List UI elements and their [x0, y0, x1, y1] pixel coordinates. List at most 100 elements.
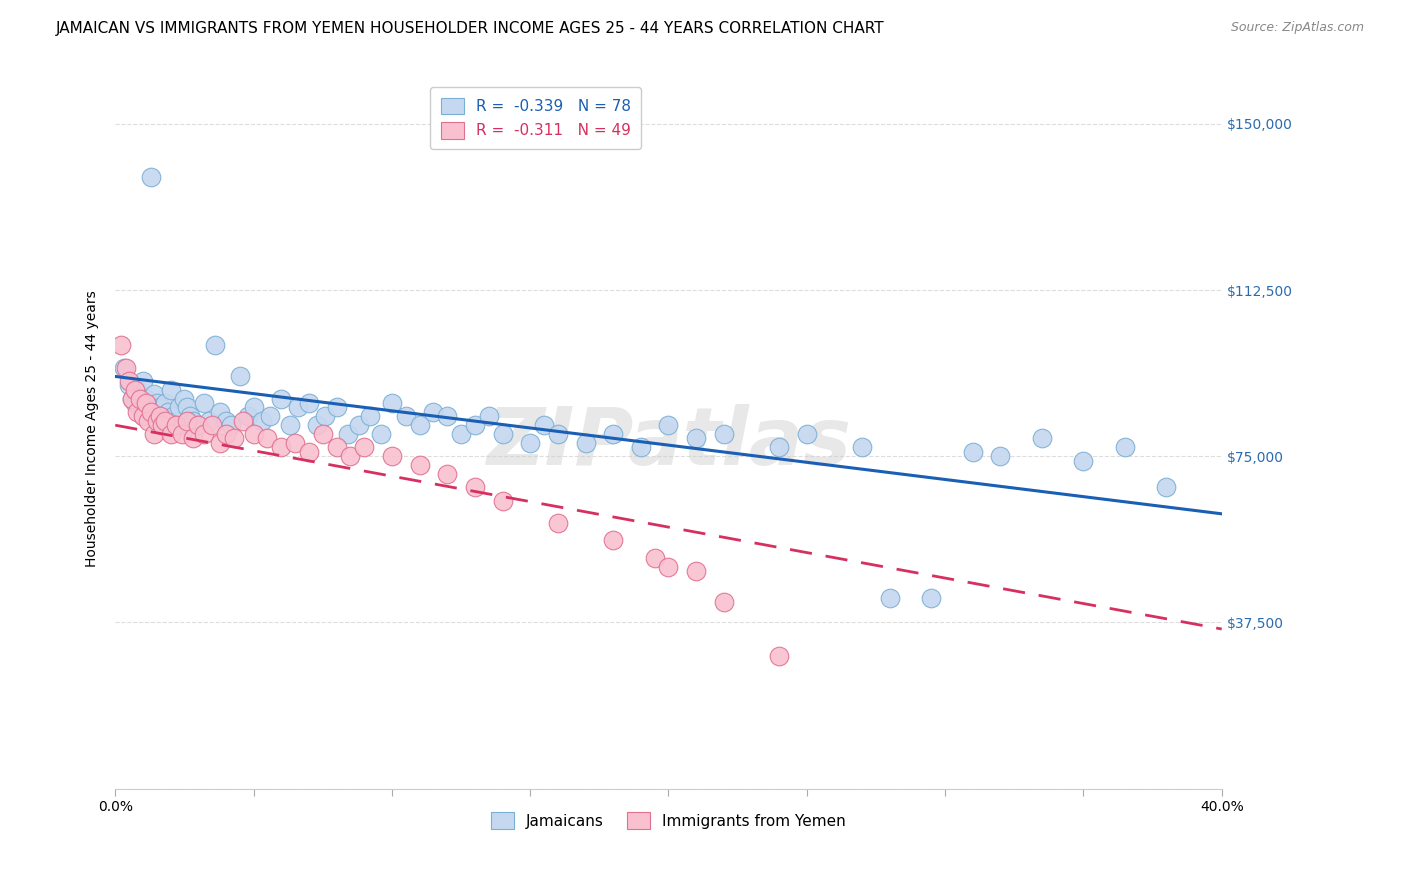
- Point: [224, 432, 246, 446]
- Point: [187, 418, 209, 433]
- Point: [181, 432, 204, 446]
- Point: [307, 418, 329, 433]
- Point: [270, 392, 292, 406]
- Point: [215, 414, 238, 428]
- Point: [221, 418, 243, 433]
- Point: [270, 441, 292, 455]
- Point: [381, 449, 404, 463]
- Text: Source: ZipAtlas.com: Source: ZipAtlas.com: [1230, 21, 1364, 35]
- Point: [359, 409, 381, 424]
- Point: [141, 405, 163, 419]
- Point: [298, 444, 321, 458]
- Point: [287, 401, 309, 415]
- Point: [187, 418, 209, 433]
- Point: [644, 551, 666, 566]
- Point: [118, 374, 141, 388]
- Point: [259, 409, 281, 424]
- Point: [353, 441, 375, 455]
- Point: [148, 401, 170, 415]
- Point: [491, 427, 513, 442]
- Point: [713, 595, 735, 609]
- Point: [298, 396, 321, 410]
- Point: [242, 401, 264, 415]
- Point: [153, 414, 176, 428]
- Point: [124, 396, 146, 410]
- Text: JAMAICAN VS IMMIGRANTS FROM YEMEN HOUSEHOLDER INCOME AGES 25 - 44 YEARS CORRELAT: JAMAICAN VS IMMIGRANTS FROM YEMEN HOUSEH…: [56, 21, 884, 37]
- Point: [1031, 432, 1053, 446]
- Point: [713, 427, 735, 442]
- Point: [657, 418, 679, 433]
- Point: [962, 444, 984, 458]
- Point: [1114, 441, 1136, 455]
- Point: [685, 565, 707, 579]
- Point: [159, 427, 181, 442]
- Point: [436, 409, 458, 424]
- Point: [408, 458, 430, 472]
- Point: [395, 409, 418, 424]
- Point: [124, 383, 146, 397]
- Point: [347, 418, 370, 433]
- Point: [115, 360, 138, 375]
- Point: [135, 392, 157, 406]
- Point: [315, 409, 337, 424]
- Point: [851, 441, 873, 455]
- Point: [145, 396, 167, 410]
- Point: [110, 338, 132, 352]
- Point: [198, 414, 221, 428]
- Point: [121, 392, 143, 406]
- Point: [533, 418, 555, 433]
- Point: [250, 414, 273, 428]
- Point: [491, 493, 513, 508]
- Point: [118, 378, 141, 392]
- Point: [138, 414, 160, 428]
- Point: [162, 409, 184, 424]
- Point: [408, 418, 430, 433]
- Point: [436, 467, 458, 481]
- Point: [547, 516, 569, 530]
- Point: [209, 436, 232, 450]
- Point: [135, 396, 157, 410]
- Point: [170, 427, 193, 442]
- Point: [381, 396, 404, 410]
- Point: [325, 441, 347, 455]
- Point: [574, 436, 596, 450]
- Point: [464, 480, 486, 494]
- Point: [657, 560, 679, 574]
- Point: [602, 427, 624, 442]
- Point: [165, 418, 187, 433]
- Point: [150, 418, 173, 433]
- Point: [193, 427, 215, 442]
- Point: [141, 170, 163, 185]
- Point: [112, 360, 135, 375]
- Point: [242, 427, 264, 442]
- Point: [370, 427, 392, 442]
- Point: [1156, 480, 1178, 494]
- Point: [1073, 453, 1095, 467]
- Point: [148, 409, 170, 424]
- Point: [121, 392, 143, 406]
- Point: [229, 369, 252, 384]
- Point: [176, 401, 198, 415]
- Point: [193, 396, 215, 410]
- Point: [630, 441, 652, 455]
- Point: [179, 409, 201, 424]
- Point: [284, 436, 307, 450]
- Point: [325, 401, 347, 415]
- Point: [181, 414, 204, 428]
- Point: [127, 405, 149, 419]
- Point: [129, 401, 152, 415]
- Point: [156, 405, 179, 419]
- Text: ZIPatlas: ZIPatlas: [486, 404, 851, 482]
- Point: [132, 409, 155, 424]
- Point: [159, 383, 181, 397]
- Point: [450, 427, 472, 442]
- Point: [768, 441, 790, 455]
- Point: [201, 418, 224, 433]
- Point: [768, 648, 790, 663]
- Point: [132, 374, 155, 388]
- Point: [165, 414, 187, 428]
- Point: [173, 392, 195, 406]
- Point: [145, 414, 167, 428]
- Point: [167, 401, 190, 415]
- Point: [138, 405, 160, 419]
